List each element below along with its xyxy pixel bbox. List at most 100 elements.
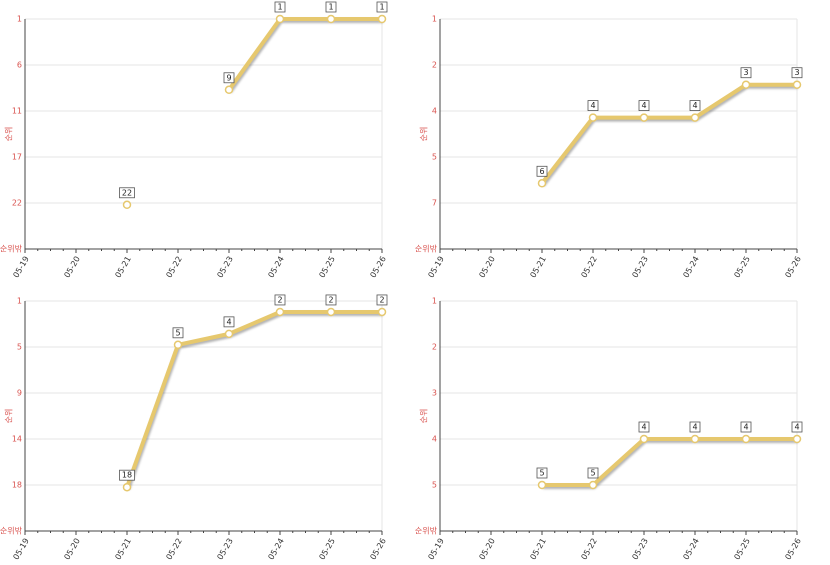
y-axis-label: 순위 bbox=[420, 409, 429, 424]
point-marker bbox=[377, 307, 387, 317]
x-tick-label: 05-20 bbox=[477, 537, 496, 562]
y-tick-label: 1 bbox=[17, 15, 22, 24]
data-label-box bbox=[638, 421, 650, 433]
data-label: 4 bbox=[743, 423, 748, 432]
data-label-box bbox=[638, 100, 650, 111]
y-tick-label: 1 bbox=[432, 297, 437, 306]
data-label: 18 bbox=[122, 471, 132, 480]
data-label-box bbox=[274, 1, 286, 13]
data-label: 4 bbox=[692, 423, 697, 432]
y-tick-label: 9 bbox=[17, 389, 22, 398]
point-marker bbox=[792, 434, 802, 444]
data-label-box bbox=[376, 1, 388, 13]
y-tick-label: 5 bbox=[432, 481, 437, 490]
x-tick-label: 05-26 bbox=[783, 255, 802, 280]
x-tick-label: 05-21 bbox=[528, 255, 547, 280]
data-label: 4 bbox=[226, 317, 231, 326]
y-tick-label: 7 bbox=[432, 199, 437, 208]
data-label-box bbox=[689, 421, 701, 433]
point-marker bbox=[326, 14, 336, 24]
x-tick-label: 05-25 bbox=[317, 255, 336, 280]
x-tick-label: 05-19 bbox=[11, 255, 30, 280]
x-tick-label: 05-21 bbox=[113, 537, 132, 562]
point-marker bbox=[122, 482, 132, 492]
series-line bbox=[125, 309, 382, 488]
data-label-box bbox=[587, 100, 599, 111]
x-tick-label: 05-25 bbox=[732, 537, 751, 562]
x-tick-label: 05-20 bbox=[62, 537, 81, 562]
data-label-box bbox=[791, 67, 803, 79]
data-label-box bbox=[172, 327, 184, 339]
point-marker bbox=[537, 480, 547, 490]
x-tick-label: 05-23 bbox=[630, 255, 649, 280]
x-tick-label: 05-25 bbox=[317, 537, 336, 562]
data-label-box bbox=[587, 467, 599, 479]
x-tick-label: 05-19 bbox=[426, 537, 445, 562]
x-tick-label: 05-22 bbox=[579, 255, 598, 280]
point-marker bbox=[690, 113, 700, 122]
y-tick-label: 5 bbox=[432, 153, 437, 162]
data-label: 2 bbox=[328, 295, 333, 304]
y-tick-label: 14 bbox=[12, 435, 22, 444]
data-label: 1 bbox=[328, 3, 333, 12]
y-tick-label: 순위밖 bbox=[0, 526, 23, 536]
x-tick-label: 05-25 bbox=[732, 255, 751, 280]
y-tick-label: 6 bbox=[17, 61, 22, 70]
y-tick-label: 1 bbox=[17, 297, 22, 306]
y-tick-label: 18 bbox=[12, 481, 22, 490]
point-marker bbox=[275, 14, 285, 24]
y-tick-label: 11 bbox=[12, 107, 22, 116]
point-marker bbox=[224, 85, 234, 95]
data-label-box bbox=[119, 187, 135, 199]
x-tick-label: 05-26 bbox=[783, 537, 802, 562]
x-tick-label: 05-23 bbox=[215, 537, 234, 562]
y-axis-label: 순위 bbox=[420, 127, 429, 142]
series-line bbox=[542, 437, 797, 487]
data-label: 2 bbox=[379, 295, 384, 304]
y-tick-label: 4 bbox=[432, 107, 437, 116]
x-tick-label: 05-19 bbox=[426, 255, 445, 280]
x-tick-label: 05-26 bbox=[368, 537, 387, 562]
y-tick-label: 2 bbox=[432, 343, 437, 352]
x-tick-label: 05-20 bbox=[477, 255, 496, 280]
data-label: 5 bbox=[539, 469, 544, 478]
point-marker bbox=[690, 434, 700, 444]
x-tick-label: 05-24 bbox=[681, 255, 700, 280]
data-label: 22 bbox=[122, 188, 132, 197]
x-tick-label: 05-23 bbox=[630, 537, 649, 562]
y-tick-label: 순위밖 bbox=[415, 526, 438, 536]
y-tick-label: 순위밖 bbox=[0, 244, 23, 254]
data-label-box bbox=[740, 67, 752, 79]
y-tick-label: 22 bbox=[12, 199, 22, 208]
x-tick-label: 05-22 bbox=[579, 537, 598, 562]
data-label: 3 bbox=[794, 68, 799, 77]
point-marker bbox=[792, 80, 802, 89]
data-label: 6 bbox=[539, 167, 544, 176]
x-tick-label: 05-24 bbox=[681, 537, 700, 562]
data-label: 4 bbox=[641, 423, 646, 432]
data-label: 4 bbox=[641, 101, 646, 110]
point-marker bbox=[275, 307, 285, 317]
x-tick-label: 05-26 bbox=[368, 255, 387, 280]
data-label: 5 bbox=[175, 328, 180, 337]
data-label: 3 bbox=[743, 68, 748, 77]
data-label: 1 bbox=[277, 3, 282, 12]
point-marker bbox=[588, 480, 598, 490]
point-marker bbox=[741, 434, 751, 444]
x-tick-label: 05-20 bbox=[62, 255, 81, 280]
data-label-box bbox=[223, 316, 235, 328]
y-tick-label: 순위밖 bbox=[415, 244, 438, 254]
data-label-box bbox=[536, 165, 548, 177]
data-label-box bbox=[223, 72, 235, 84]
data-label-box bbox=[325, 294, 337, 306]
y-tick-label: 2 bbox=[432, 61, 437, 70]
x-tick-label: 05-24 bbox=[266, 255, 285, 280]
point-marker bbox=[639, 434, 649, 444]
y-tick-label: 17 bbox=[12, 153, 22, 162]
y-tick-label: 3 bbox=[432, 389, 437, 398]
x-tick-label: 05-22 bbox=[164, 537, 183, 562]
point-marker bbox=[588, 113, 598, 122]
data-label-box bbox=[536, 467, 548, 479]
y-axis-label: 순위 bbox=[5, 409, 14, 424]
point-marker bbox=[326, 307, 336, 317]
